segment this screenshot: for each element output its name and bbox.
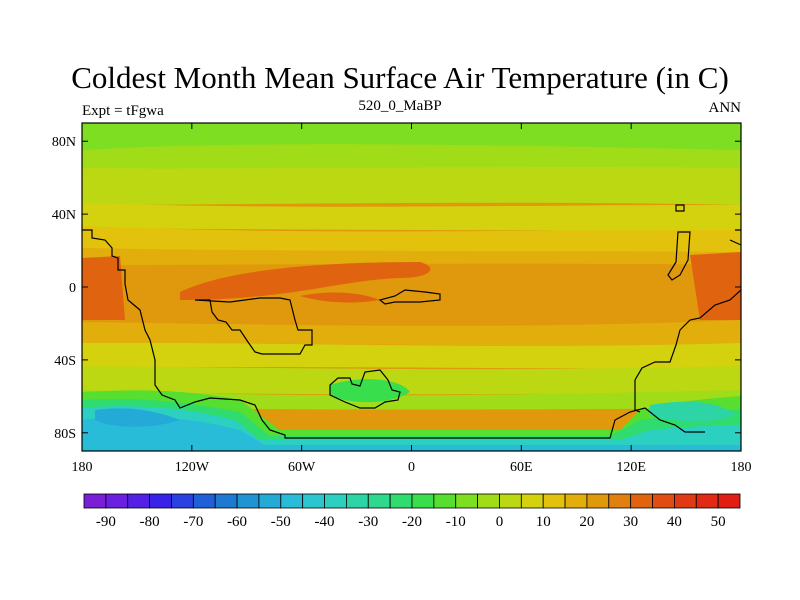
y-tick-label: 80S: [54, 427, 76, 442]
colorbar-swatch: [630, 493, 653, 509]
x-tick-label: 180: [72, 460, 93, 475]
season-label: ANN: [708, 100, 742, 116]
colorbar-swatch: [105, 493, 129, 509]
colorbar-swatch: [499, 493, 522, 509]
colorbar-swatch: [367, 493, 391, 509]
colorbar-label: 30: [623, 514, 638, 530]
experiment-label: Expt = tFgwa: [82, 103, 164, 119]
colorbar-label: 40: [667, 514, 682, 530]
x-tick-label: 120W: [175, 460, 210, 475]
colorbar-swatch: [214, 493, 238, 509]
x-tick-label: 180: [731, 460, 752, 475]
x-tick-label: 0: [408, 460, 415, 475]
colorbar-swatch: [127, 493, 150, 509]
colorbar-label: -10: [446, 514, 466, 530]
colorbar-label: 10: [536, 514, 551, 530]
colorbar-swatch: [564, 493, 588, 509]
colorbar-label: -20: [402, 514, 422, 530]
temperature-field: [82, 123, 741, 451]
colorbar-swatch: [411, 493, 435, 509]
colorbar-swatch: [542, 493, 566, 509]
colorbar-swatch: [83, 493, 107, 509]
colorbar-label: -60: [227, 514, 247, 530]
colorbar-swatch: [674, 493, 697, 509]
x-tick-label: 60W: [288, 460, 316, 475]
colorbar-swatch: [280, 493, 304, 509]
y-tick-label: 0: [69, 281, 76, 296]
colorbar-swatch: [324, 493, 347, 509]
colorbar-swatch: [171, 493, 194, 509]
colorbar-label: -90: [96, 514, 116, 530]
y-tick-label: 40N: [52, 208, 76, 223]
chart-title: Coldest Month Mean Surface Air Temperatu…: [71, 60, 729, 95]
y-tick-label: 40S: [54, 354, 76, 369]
colorbar-swatch: [717, 493, 741, 509]
colorbar: [83, 493, 741, 509]
colorbar-swatch: [608, 493, 632, 509]
colorbar-swatch: [236, 493, 260, 509]
colorbar-labels: -90 -80 -70 -60 -50 -40 -30 -20 -10 0 10 20 30 40 50: [96, 514, 726, 530]
y-axis-ticks: 80N 40N 0 40S 80S: [52, 135, 741, 442]
colorbar-label: 50: [711, 514, 726, 530]
x-tick-label: 60E: [510, 460, 533, 475]
colorbar-label: 0: [496, 514, 504, 530]
colorbar-swatch: [586, 493, 610, 509]
colorbar-swatch: [477, 493, 500, 509]
colorbar-swatch: [652, 493, 675, 509]
colorbar-swatch: [149, 493, 172, 509]
colorbar-swatch: [520, 493, 544, 509]
colorbar-label: -30: [358, 514, 378, 530]
continent-outlines: [82, 204, 741, 439]
x-axis-ticks: 180 120W 60W 0 60E 120E 180: [72, 123, 752, 475]
colorbar-label: 20: [579, 514, 594, 530]
colorbar-label: -70: [183, 514, 203, 530]
age-label: 520_0_MaBP: [358, 98, 442, 114]
colorbar-swatch: [192, 493, 216, 509]
colorbar-label: -50: [271, 514, 291, 530]
y-tick-label: 80N: [52, 135, 76, 150]
colorbar-swatch: [302, 493, 325, 509]
colorbar-swatch: [258, 493, 282, 509]
colorbar-label: -80: [140, 514, 160, 530]
colorbar-swatch: [345, 493, 369, 509]
colorbar-swatch: [455, 493, 479, 509]
colorbar-label: -40: [315, 514, 335, 530]
x-tick-label: 120E: [616, 460, 646, 475]
colorbar-swatch: [433, 493, 457, 509]
colorbar-swatch: [695, 493, 719, 509]
colorbar-swatch: [389, 493, 413, 509]
